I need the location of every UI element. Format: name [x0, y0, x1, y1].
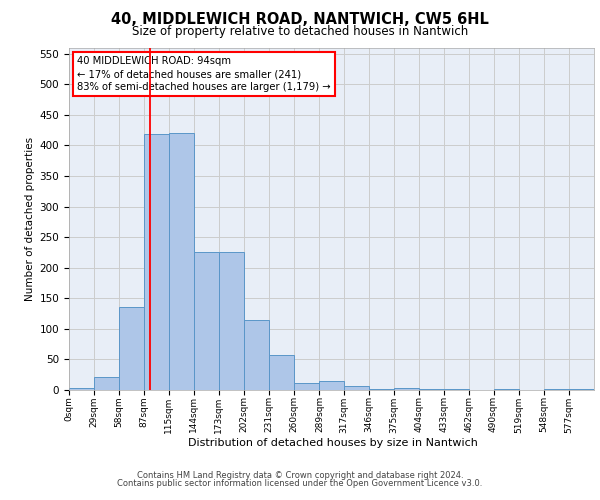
Bar [169, 133, 194, 390]
Text: Distribution of detached houses by size in Nantwich: Distribution of detached houses by size … [188, 438, 478, 448]
Text: Contains HM Land Registry data © Crown copyright and database right 2024.: Contains HM Land Registry data © Crown c… [137, 471, 463, 480]
Bar [394, 388, 419, 390]
Y-axis label: Number of detached properties: Number of detached properties [25, 136, 35, 301]
Bar [269, 354, 294, 390]
Text: 40 MIDDLEWICH ROAD: 94sqm
← 17% of detached houses are smaller (241)
83% of semi: 40 MIDDLEWICH ROAD: 94sqm ← 17% of detac… [77, 56, 331, 92]
Bar [94, 376, 119, 390]
Bar [369, 389, 394, 390]
Bar [344, 386, 369, 390]
Bar [119, 308, 145, 390]
Text: Contains public sector information licensed under the Open Government Licence v3: Contains public sector information licen… [118, 479, 482, 488]
Bar [194, 252, 219, 390]
Bar [145, 134, 169, 390]
Bar [319, 382, 344, 390]
Text: 40, MIDDLEWICH ROAD, NANTWICH, CW5 6HL: 40, MIDDLEWICH ROAD, NANTWICH, CW5 6HL [111, 12, 489, 28]
Bar [219, 252, 244, 390]
Bar [294, 382, 319, 390]
Text: Size of property relative to detached houses in Nantwich: Size of property relative to detached ho… [132, 25, 468, 38]
Bar [444, 389, 469, 390]
Bar [69, 388, 94, 390]
Bar [244, 320, 269, 390]
